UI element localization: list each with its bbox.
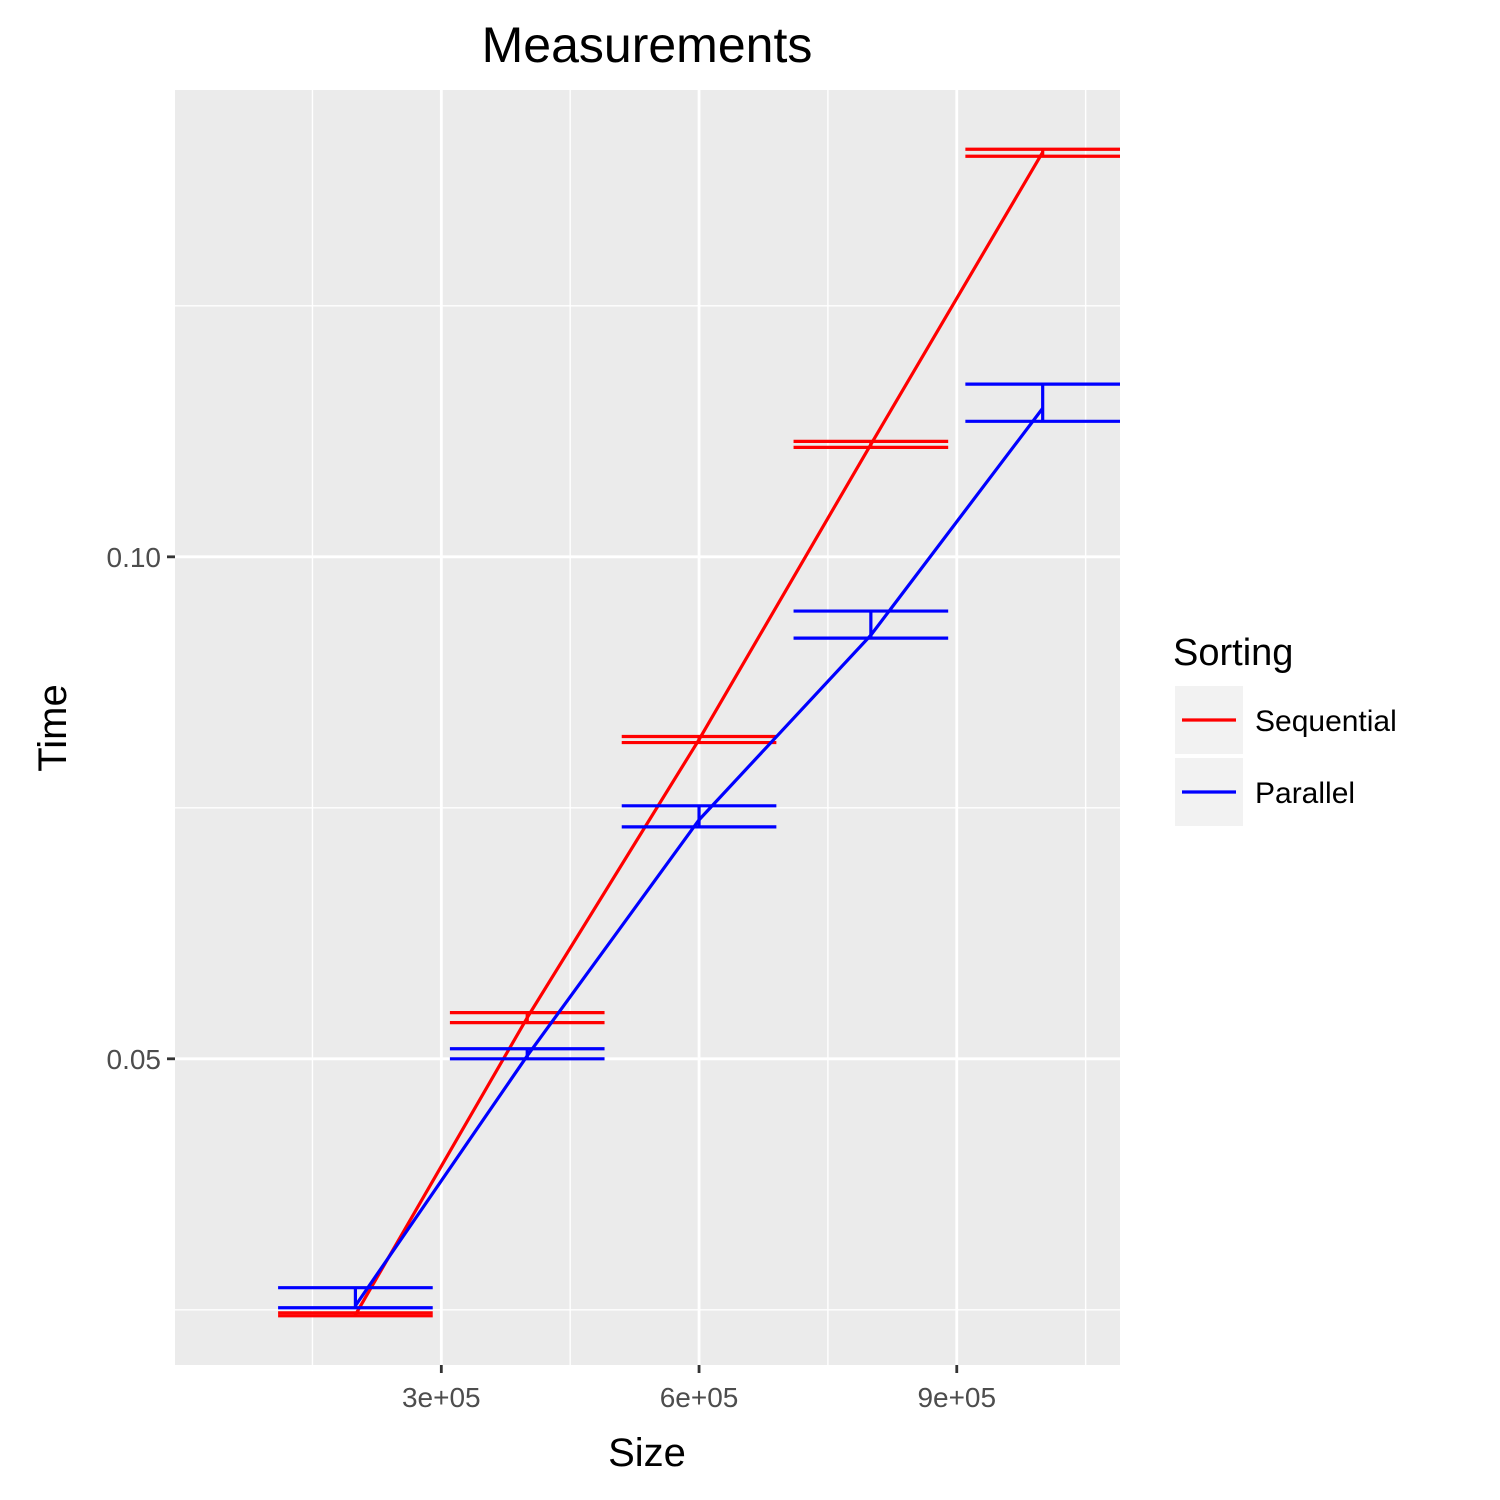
grid-major <box>175 90 1120 1365</box>
legend-items: Sequential Parallel <box>1175 686 1397 826</box>
legend: Sorting Sequential Parallel <box>1173 632 1397 826</box>
y-tick-label: 0.10 <box>107 542 162 573</box>
parallel-errorbar <box>621 804 777 829</box>
series-layer <box>278 147 1120 1318</box>
legend-item-sequential: Sequential <box>1175 686 1397 754</box>
legend-title: Sorting <box>1173 632 1293 674</box>
grid-minor <box>175 90 1120 1365</box>
y-tick-label: 0.05 <box>107 1044 162 1075</box>
legend-item-parallel: Parallel <box>1175 758 1355 826</box>
parallel-series <box>278 382 1120 1310</box>
x-tick-label: 3e+05 <box>402 1382 481 1413</box>
sequential-line <box>354 151 1045 1316</box>
legend-label-parallel: Parallel <box>1255 777 1355 810</box>
y-axis-title: Time <box>31 684 75 771</box>
plot-panel <box>175 90 1120 1365</box>
x-axis-title: Size <box>608 1431 686 1475</box>
parallel-line <box>354 407 1044 1307</box>
sequential-series <box>278 147 1120 1318</box>
x-tick-label: 9e+05 <box>917 1382 996 1413</box>
chart-title: Measurements <box>482 17 813 73</box>
parallel-errorbar <box>965 382 1120 423</box>
axes-layer: 3e+05 6e+05 9e+05 0.05 0.10 <box>107 542 997 1413</box>
x-tick-label: 6e+05 <box>660 1382 739 1413</box>
legend-label-sequential: Sequential <box>1255 705 1397 738</box>
